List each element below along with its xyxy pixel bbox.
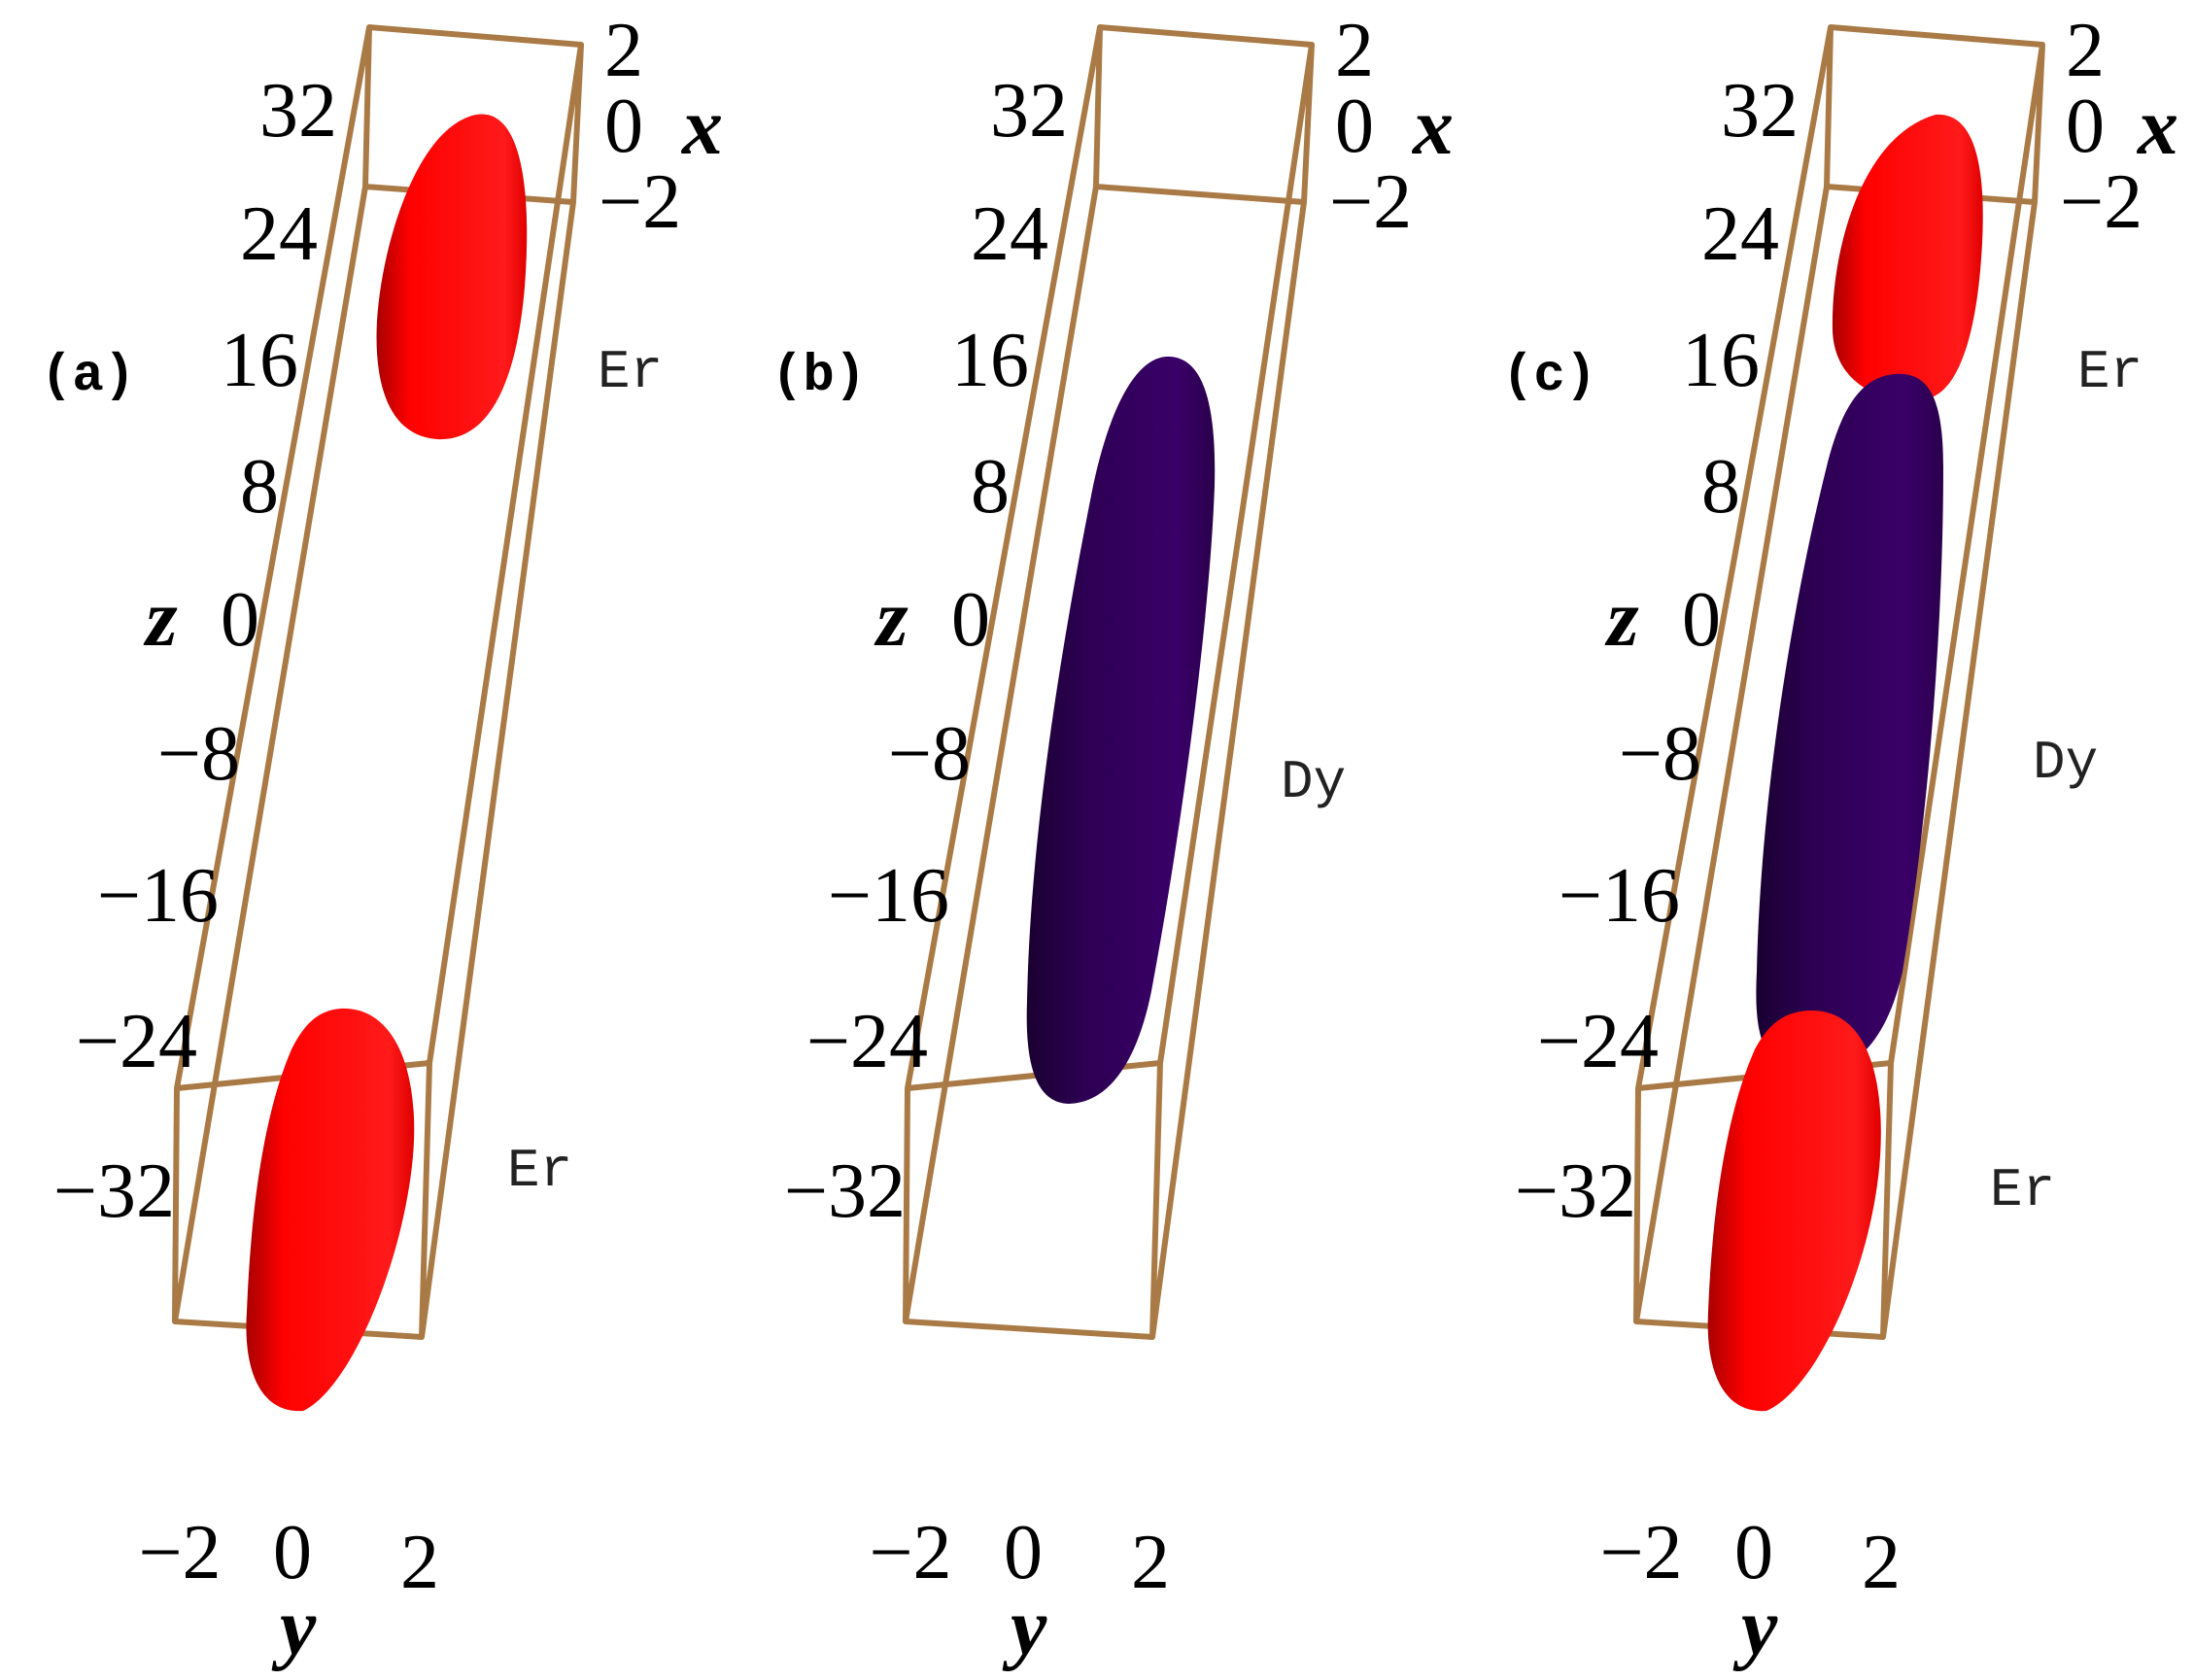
panel-c: 32 24 16 8 0 −8 −16 −24 −32 z 2 0 −2 x −… bbox=[1502, 8, 2178, 1672]
x-tick: 2 bbox=[2066, 8, 2105, 93]
z-tick-labels: 32 24 16 8 0 −8 −16 −24 −32 bbox=[784, 68, 1068, 1234]
z-tick: 8 bbox=[971, 444, 1010, 530]
er-blob-bottom bbox=[1707, 1010, 1881, 1412]
z-axis-label: z bbox=[143, 573, 178, 664]
z-tick: −8 bbox=[1619, 711, 1701, 797]
panel-label: (b) bbox=[771, 347, 866, 406]
y-tick-labels: −2 0 2 bbox=[869, 1510, 1170, 1605]
x-tick-labels: 2 0 −2 bbox=[2060, 8, 2143, 245]
species-label-dy: Dy bbox=[1281, 751, 1346, 813]
y-tick: −2 bbox=[138, 1510, 221, 1595]
z-tick: −24 bbox=[1537, 999, 1659, 1084]
z-tick: 16 bbox=[1682, 318, 1760, 403]
species-label-er: Er bbox=[598, 341, 663, 403]
x-tick: 2 bbox=[1335, 8, 1374, 93]
z-tick: −32 bbox=[53, 1149, 175, 1234]
y-tick: 2 bbox=[1862, 1520, 1901, 1605]
panel-label: (c) bbox=[1502, 347, 1596, 406]
z-tick: −8 bbox=[888, 711, 971, 797]
z-tick-labels: 32 24 16 8 0 −8 −16 −24 −32 bbox=[53, 68, 337, 1234]
z-tick: −32 bbox=[784, 1149, 906, 1234]
z-tick: −8 bbox=[157, 711, 240, 797]
x-tick-labels: 2 0 −2 bbox=[599, 8, 681, 245]
y-tick-labels: −2 0 2 bbox=[1599, 1510, 1901, 1605]
y-tick: 0 bbox=[273, 1510, 312, 1595]
y-tick: 2 bbox=[400, 1520, 439, 1605]
z-tick: 24 bbox=[240, 191, 318, 277]
z-tick: 24 bbox=[971, 191, 1048, 277]
panel-label: (a) bbox=[41, 347, 135, 406]
z-tick: −16 bbox=[1559, 853, 1680, 939]
x-tick: 0 bbox=[2066, 84, 2105, 169]
species-label-er: Er bbox=[2077, 341, 2143, 403]
box-frame bbox=[903, 24, 1315, 1340]
species-label-er: Er bbox=[507, 1140, 572, 1202]
z-tick: 16 bbox=[951, 318, 1029, 403]
z-tick: 0 bbox=[951, 577, 990, 663]
x-axis-label: x bbox=[2136, 82, 2178, 172]
er-blob-top bbox=[1832, 114, 1983, 400]
y-tick: 0 bbox=[1734, 1510, 1773, 1595]
y-tick: 2 bbox=[1131, 1520, 1170, 1605]
z-tick: 8 bbox=[240, 444, 279, 530]
z-tick: 0 bbox=[221, 577, 259, 663]
x-tick: −2 bbox=[599, 159, 681, 245]
z-tick: −16 bbox=[97, 853, 219, 939]
y-tick: 0 bbox=[1004, 1510, 1043, 1595]
z-tick: −16 bbox=[828, 853, 949, 939]
x-tick: 0 bbox=[604, 84, 643, 169]
species-label-dy: Dy bbox=[2033, 732, 2098, 794]
y-tick-labels: −2 0 2 bbox=[138, 1510, 439, 1605]
x-tick: 0 bbox=[1335, 84, 1374, 169]
z-tick-labels: 32 24 16 8 0 −8 −16 −24 −32 bbox=[1515, 68, 1799, 1234]
z-tick: −24 bbox=[806, 999, 928, 1084]
y-tick: −2 bbox=[869, 1510, 951, 1595]
panel-b: 32 24 16 8 0 −8 −16 −24 −32 z 2 0 −2 x −… bbox=[771, 8, 1454, 1672]
dy-blob bbox=[1756, 373, 1943, 1075]
z-axis-label: z bbox=[1604, 573, 1639, 664]
z-tick: 32 bbox=[1721, 68, 1799, 154]
er-blob-top bbox=[376, 114, 528, 440]
z-tick: 8 bbox=[1701, 444, 1740, 530]
z-tick: 0 bbox=[1682, 577, 1721, 663]
panel-a: 32 24 16 8 0 −8 −16 −24 −32 z 2 0 −2 x −… bbox=[41, 8, 723, 1672]
z-tick: 32 bbox=[990, 68, 1068, 154]
z-tick: 16 bbox=[221, 318, 298, 403]
x-tick-labels: 2 0 −2 bbox=[1329, 8, 1412, 245]
x-axis-label: x bbox=[1411, 82, 1454, 172]
z-tick: −32 bbox=[1515, 1149, 1636, 1234]
er-blob-bottom bbox=[246, 1008, 415, 1412]
x-tick: −2 bbox=[1329, 159, 1412, 245]
z-tick: −24 bbox=[76, 999, 197, 1084]
species-label-er: Er bbox=[1990, 1159, 2055, 1221]
z-tick: 24 bbox=[1701, 191, 1779, 277]
x-tick: −2 bbox=[2060, 159, 2143, 245]
x-tick: 2 bbox=[604, 8, 643, 93]
z-axis-label: z bbox=[874, 573, 908, 664]
z-tick: 32 bbox=[259, 68, 337, 154]
dy-blob bbox=[1026, 356, 1216, 1104]
y-tick: −2 bbox=[1599, 1510, 1682, 1595]
x-axis-label: x bbox=[680, 82, 723, 172]
